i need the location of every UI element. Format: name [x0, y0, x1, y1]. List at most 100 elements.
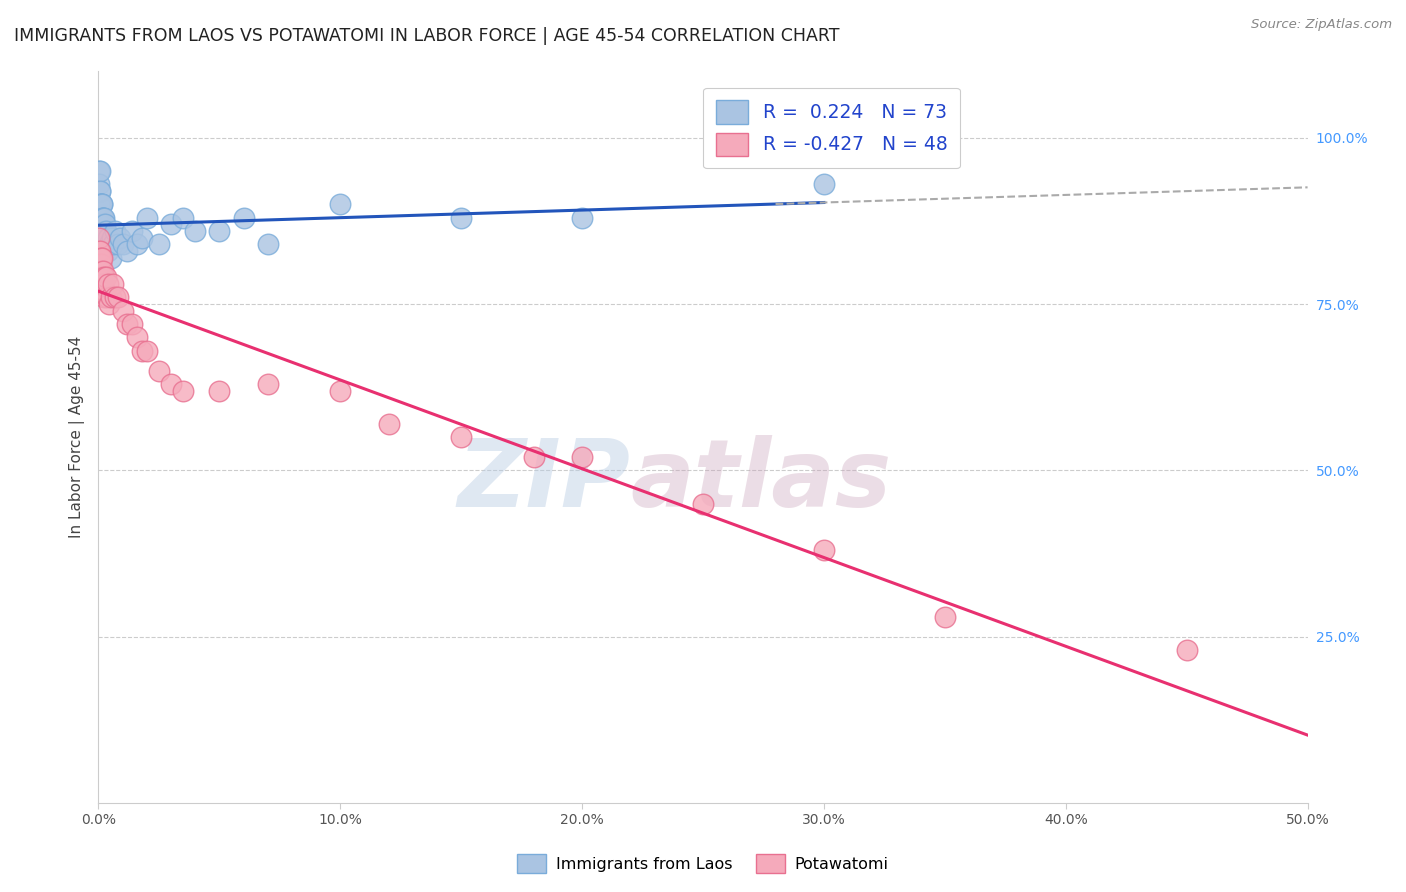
- Point: [90, 211, 112, 225]
- Point: [93, 224, 115, 238]
- Point: [91, 224, 114, 238]
- Point: [111, 237, 134, 252]
- Point: [160, 376, 183, 391]
- Point: [91, 211, 114, 225]
- Point: [89, 264, 111, 278]
- Point: [329, 384, 352, 398]
- Point: [96, 290, 118, 304]
- Point: [87, 164, 110, 178]
- Point: [90, 230, 112, 244]
- Point: [101, 237, 124, 252]
- Point: [91, 277, 114, 292]
- Text: atlas: atlas: [630, 435, 891, 527]
- Point: [89, 251, 111, 265]
- Point: [329, 197, 352, 211]
- Point: [100, 251, 122, 265]
- Legend: R =  0.224   N = 73, R = -0.427   N = 48: R = 0.224 N = 73, R = -0.427 N = 48: [703, 87, 960, 169]
- Point: [94, 217, 117, 231]
- Y-axis label: In Labor Force | Age 45-54: In Labor Force | Age 45-54: [69, 336, 84, 538]
- Point: [96, 224, 118, 238]
- Point: [96, 237, 118, 252]
- Point: [93, 217, 115, 231]
- Point: [135, 343, 157, 358]
- Point: [208, 384, 231, 398]
- Point: [90, 197, 112, 211]
- Point: [98, 297, 121, 311]
- Point: [89, 164, 111, 178]
- Point: [100, 290, 122, 304]
- Point: [94, 237, 117, 252]
- Point: [90, 197, 112, 211]
- Point: [184, 224, 207, 238]
- Point: [104, 224, 127, 238]
- Point: [148, 363, 170, 377]
- Point: [107, 290, 129, 304]
- Point: [90, 284, 112, 298]
- Point: [90, 217, 112, 231]
- Point: [91, 217, 114, 231]
- Point: [91, 230, 114, 244]
- Point: [93, 290, 115, 304]
- Point: [94, 270, 117, 285]
- Point: [117, 317, 139, 331]
- Point: [90, 224, 112, 238]
- Point: [89, 211, 111, 225]
- Point: [813, 178, 835, 192]
- Point: [89, 178, 111, 192]
- Point: [89, 197, 111, 211]
- Point: [97, 277, 120, 292]
- Point: [127, 330, 149, 344]
- Point: [692, 497, 714, 511]
- Point: [91, 197, 114, 211]
- Point: [94, 230, 117, 244]
- Point: [91, 264, 114, 278]
- Point: [571, 211, 593, 225]
- Point: [90, 197, 112, 211]
- Point: [89, 264, 111, 278]
- Point: [450, 211, 472, 225]
- Point: [148, 237, 170, 252]
- Point: [89, 244, 111, 258]
- Point: [90, 257, 112, 271]
- Point: [94, 284, 117, 298]
- Point: [111, 303, 134, 318]
- Point: [127, 237, 149, 252]
- Point: [101, 277, 124, 292]
- Point: [131, 343, 153, 358]
- Point: [108, 230, 131, 244]
- Point: [208, 224, 231, 238]
- Point: [107, 237, 129, 252]
- Point: [100, 230, 122, 244]
- Point: [93, 270, 115, 285]
- Point: [93, 224, 115, 238]
- Point: [91, 211, 114, 225]
- Point: [89, 211, 111, 225]
- Point: [90, 277, 112, 292]
- Point: [93, 230, 115, 244]
- Point: [571, 450, 593, 464]
- Point: [172, 211, 194, 225]
- Point: [89, 270, 111, 285]
- Point: [89, 230, 111, 244]
- Point: [90, 197, 112, 211]
- Point: [90, 251, 112, 265]
- Text: Source: ZipAtlas.com: Source: ZipAtlas.com: [1251, 18, 1392, 31]
- Point: [89, 184, 111, 198]
- Point: [90, 251, 112, 265]
- Point: [90, 217, 112, 231]
- Point: [450, 430, 472, 444]
- Point: [91, 277, 114, 292]
- Text: IMMIGRANTS FROM LAOS VS POTAWATOMI IN LABOR FORCE | AGE 45-54 CORRELATION CHART: IMMIGRANTS FROM LAOS VS POTAWATOMI IN LA…: [14, 27, 839, 45]
- Point: [117, 244, 139, 258]
- Point: [91, 224, 114, 238]
- Point: [91, 217, 114, 231]
- Point: [93, 211, 115, 225]
- Point: [98, 237, 121, 252]
- Point: [91, 211, 114, 225]
- Point: [91, 270, 114, 285]
- Point: [87, 244, 110, 258]
- Point: [377, 417, 399, 431]
- Point: [91, 211, 114, 225]
- Point: [121, 224, 143, 238]
- Point: [89, 184, 111, 198]
